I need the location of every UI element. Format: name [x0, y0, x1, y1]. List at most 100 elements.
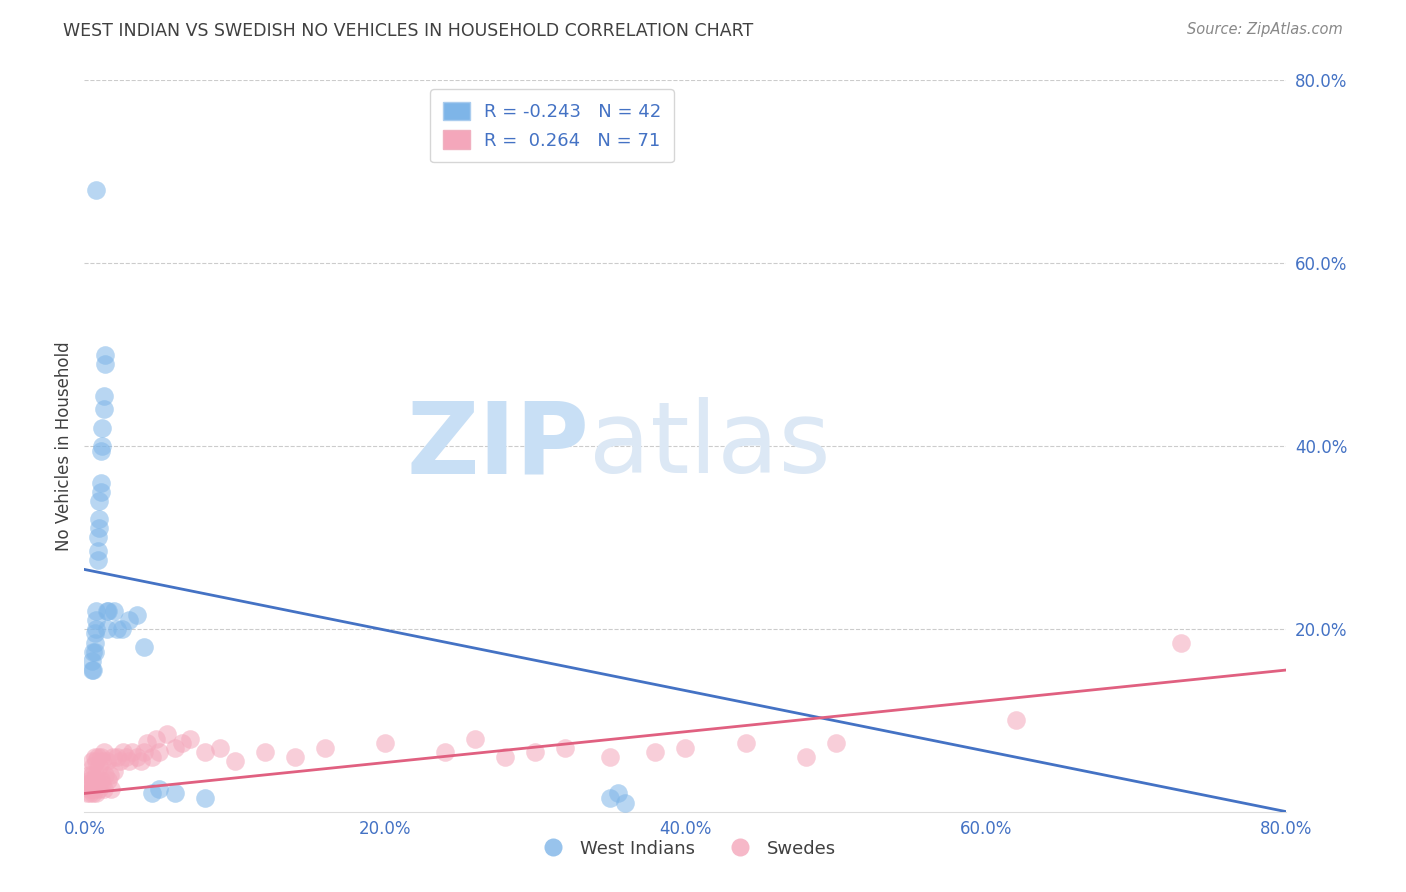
Point	[100, 781, 122, 796]
Point	[91, 755, 114, 769]
Point	[734, 736, 756, 750]
Point	[80, 781, 103, 796]
Point	[86, 613, 108, 627]
Point	[82, 772, 104, 787]
Point	[464, 731, 486, 746]
Point	[93, 745, 115, 759]
Point	[145, 731, 167, 746]
Legend: West Indians, Swedes: West Indians, Swedes	[527, 832, 844, 865]
Point	[614, 796, 637, 810]
Point	[86, 768, 108, 782]
Point	[89, 781, 111, 796]
Point	[644, 745, 666, 759]
Point	[96, 622, 118, 636]
Point	[80, 654, 103, 668]
Point	[194, 745, 217, 759]
Point	[93, 781, 115, 796]
Point	[96, 755, 118, 769]
Point	[89, 493, 111, 508]
Point	[554, 740, 576, 755]
Point	[374, 736, 396, 750]
Point	[94, 768, 117, 782]
Point	[156, 727, 179, 741]
Point	[77, 768, 100, 782]
Point	[1005, 714, 1028, 728]
Point	[599, 749, 621, 764]
Point	[93, 389, 115, 403]
Point	[80, 663, 103, 677]
Point	[91, 439, 114, 453]
Point	[87, 777, 110, 791]
Point	[98, 768, 121, 782]
Point	[94, 357, 117, 371]
Point	[83, 645, 105, 659]
Point	[91, 777, 114, 791]
Point	[141, 749, 163, 764]
Point	[121, 745, 143, 759]
Point	[110, 755, 132, 769]
Point	[87, 530, 110, 544]
Point	[494, 749, 516, 764]
Point	[90, 475, 112, 490]
Point	[90, 749, 112, 764]
Point	[163, 740, 186, 755]
Point	[87, 749, 110, 764]
Point	[80, 768, 103, 782]
Point	[83, 749, 105, 764]
Point	[824, 736, 846, 750]
Point	[83, 626, 105, 640]
Text: ZIP: ZIP	[406, 398, 589, 494]
Point	[163, 787, 186, 801]
Point	[434, 745, 457, 759]
Point	[76, 787, 98, 801]
Point	[87, 553, 110, 567]
Point	[86, 755, 108, 769]
Point	[86, 183, 108, 197]
Point	[794, 749, 817, 764]
Text: Source: ZipAtlas.com: Source: ZipAtlas.com	[1187, 22, 1343, 37]
Point	[1170, 635, 1192, 649]
Point	[148, 745, 170, 759]
Point	[131, 755, 153, 769]
Point	[89, 512, 111, 526]
Point	[141, 787, 163, 801]
Point	[314, 740, 336, 755]
Point	[118, 613, 141, 627]
Point	[79, 787, 101, 801]
Point	[253, 745, 276, 759]
Point	[77, 781, 100, 796]
Point	[87, 544, 110, 558]
Text: WEST INDIAN VS SWEDISH NO VEHICLES IN HOUSEHOLD CORRELATION CHART: WEST INDIAN VS SWEDISH NO VEHICLES IN HO…	[63, 22, 754, 40]
Point	[86, 787, 108, 801]
Point	[118, 755, 141, 769]
Point	[103, 603, 125, 617]
Y-axis label: No Vehicles in Household: No Vehicles in Household	[55, 341, 73, 551]
Point	[224, 755, 246, 769]
Point	[103, 764, 125, 778]
Point	[89, 759, 111, 773]
Point	[83, 781, 105, 796]
Point	[86, 603, 108, 617]
Point	[170, 736, 193, 750]
Point	[86, 622, 108, 636]
Point	[111, 622, 134, 636]
Point	[675, 740, 697, 755]
Point	[96, 603, 118, 617]
Point	[134, 640, 156, 655]
Point	[125, 608, 148, 623]
Point	[208, 740, 231, 755]
Point	[101, 749, 124, 764]
Point	[112, 745, 135, 759]
Point	[97, 772, 120, 787]
Point	[90, 484, 112, 499]
Point	[79, 772, 101, 787]
Point	[599, 791, 621, 805]
Point	[524, 745, 547, 759]
Point	[93, 402, 115, 417]
Point	[107, 749, 129, 764]
Point	[89, 521, 111, 535]
Point	[94, 348, 117, 362]
Point	[97, 603, 120, 617]
Point	[148, 781, 170, 796]
Point	[91, 421, 114, 435]
